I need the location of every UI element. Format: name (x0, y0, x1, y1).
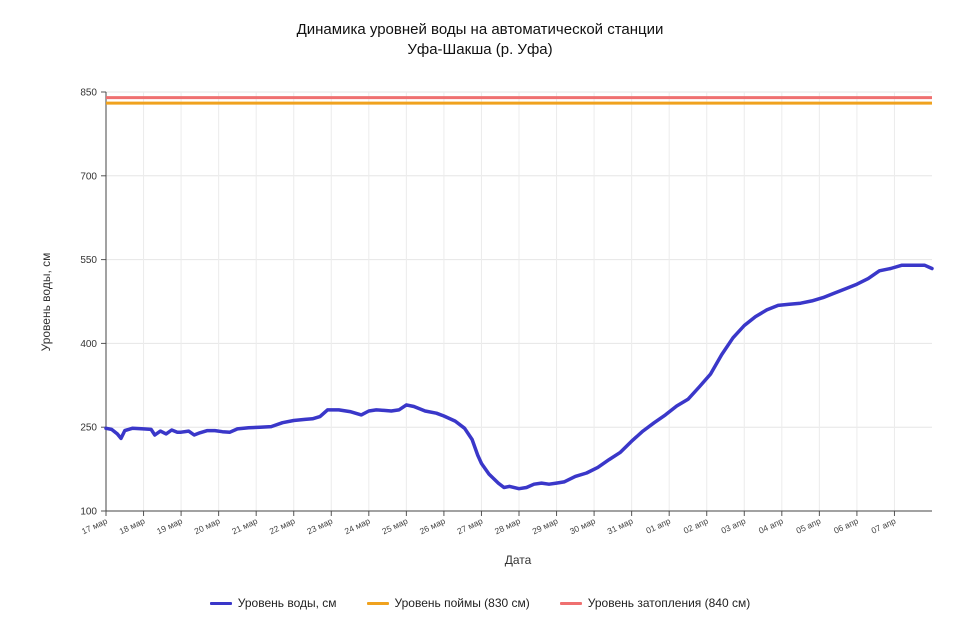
x-tick-label: 20 мар (193, 516, 222, 537)
x-tick-label: 26 мар (418, 516, 447, 537)
y-axis-label: Уровень воды, см (39, 253, 53, 352)
y-tick-label: 700 (80, 171, 97, 182)
grid (105, 91, 932, 512)
y-tick-label: 850 (80, 88, 97, 99)
legend-label: Уровень затопления (840 см) (587, 596, 751, 610)
legend-item-flooding[interactable]: Уровень затопления (840 см) (559, 596, 751, 610)
legend-label: Уровень воды, см (237, 596, 337, 610)
x-axis-label: Дата (505, 553, 532, 567)
y-tick-label: 550 (80, 255, 97, 266)
x-tick-label: 05 апр (795, 516, 823, 536)
legend-swatch (559, 601, 582, 605)
x-tick-label: 07 апр (870, 516, 898, 536)
water-level-line (104, 263, 934, 491)
x-tick-label: 03 апр (719, 516, 747, 536)
chart-title: Динамика уровней воды на автоматической … (0, 20, 960, 60)
legend-swatch (366, 601, 389, 605)
x-tick-label: 18 мар (118, 516, 147, 537)
x-tick-label: 25 мар (380, 516, 409, 537)
x-tick-label: 24 мар (343, 516, 372, 537)
x-tick-label: 02 апр (682, 516, 710, 536)
x-tick-label: 28 мар (493, 516, 522, 537)
x-tick-label: 31 мар (606, 516, 635, 537)
legend: Уровень воды, см Уровень поймы (830 см) Ур… (0, 596, 960, 610)
x-tick-label: 01 апр (644, 516, 672, 536)
x-tick-label: 06 апр (832, 516, 860, 536)
legend-item-water-level[interactable]: Уровень воды, см (209, 596, 337, 610)
x-tick-label: 27 мар (455, 516, 484, 537)
y-tick-label: 250 (80, 423, 97, 434)
x-tick-label: 29 мар (531, 516, 560, 537)
legend-label: Уровень поймы (830 см) (394, 596, 530, 610)
y-tick-label: 100 (80, 507, 97, 518)
x-tick-label: 23 мар (305, 516, 334, 537)
chart-title-line1: Динамика уровней воды на автоматической … (296, 21, 664, 38)
x-tick-label: 04 апр (757, 516, 785, 536)
series (104, 96, 934, 491)
legend-item-floodplain[interactable]: Уровень поймы (830 см) (366, 596, 530, 610)
chart-title-line2: Уфа-Шакша (р. Уфа) (407, 41, 553, 58)
x-tick-label: 19 мар (155, 516, 184, 537)
x-tick-label: 21 мар (230, 516, 259, 537)
x-tick-label: 17 мар (80, 516, 109, 537)
y-tick-label: 400 (80, 339, 97, 350)
axes: 100 250 400 550 700 850 17 мар 18 мар 19 мар 20 м… (80, 88, 932, 537)
legend-swatch (209, 601, 232, 605)
x-tick-label: 22 мар (268, 516, 297, 537)
x-tick-label: 30 мар (568, 516, 597, 537)
